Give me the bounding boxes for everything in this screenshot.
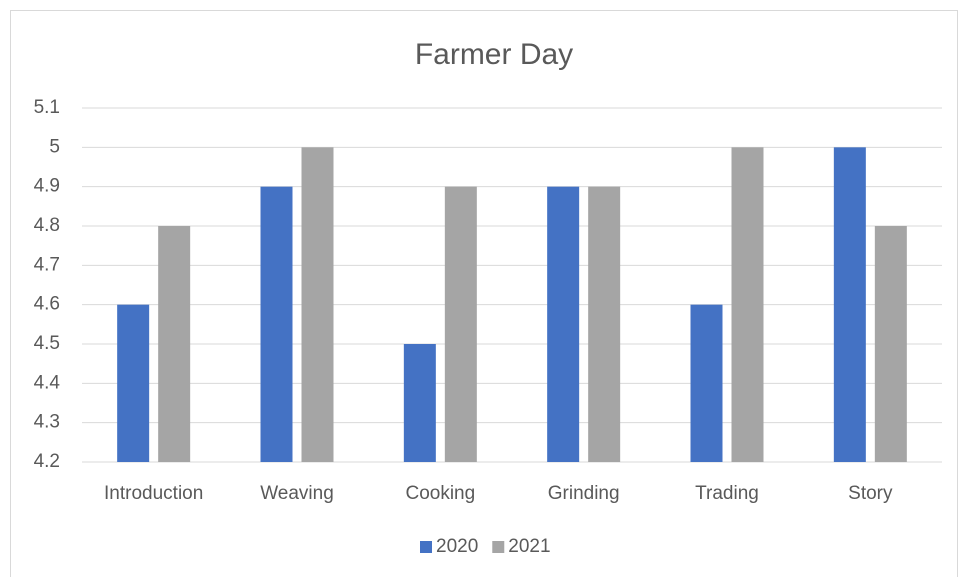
- bar: [158, 226, 191, 462]
- y-tick-label: 5.1: [34, 97, 60, 118]
- bar: [301, 147, 334, 463]
- bar: [260, 186, 293, 462]
- legend-swatch: [492, 541, 505, 553]
- x-tick-label: Weaving: [260, 483, 334, 504]
- bar: [588, 186, 621, 462]
- y-tick-label: 4.6: [34, 294, 60, 315]
- y-tick-label: 4.7: [34, 254, 60, 275]
- bar: [731, 147, 764, 463]
- bar: [117, 304, 150, 462]
- bar: [403, 344, 436, 462]
- legend-label: 2020: [436, 536, 478, 557]
- bar: [547, 186, 580, 462]
- y-tick-label: 4.4: [34, 372, 61, 393]
- chart-title: Farmer Day: [415, 38, 573, 71]
- bar: [690, 304, 723, 462]
- x-tick-label: Grinding: [548, 483, 620, 504]
- y-tick-label: 4.2: [34, 451, 60, 472]
- y-tick-label: 4.9: [34, 176, 60, 197]
- bar: [444, 186, 477, 462]
- y-tick-label: 5: [49, 136, 60, 157]
- bar: [874, 226, 907, 462]
- y-tick-label: 4.5: [34, 333, 60, 354]
- legend-swatch: [420, 541, 432, 553]
- y-tick-label: 4.3: [34, 412, 60, 433]
- bar: [833, 147, 866, 463]
- x-tick-label: Story: [848, 483, 893, 504]
- legend-label: 2021: [508, 536, 550, 557]
- x-tick-label: Introduction: [104, 483, 203, 504]
- x-tick-label: Trading: [695, 483, 759, 504]
- x-tick-label: Cooking: [405, 483, 475, 504]
- y-tick-label: 4.8: [34, 215, 60, 236]
